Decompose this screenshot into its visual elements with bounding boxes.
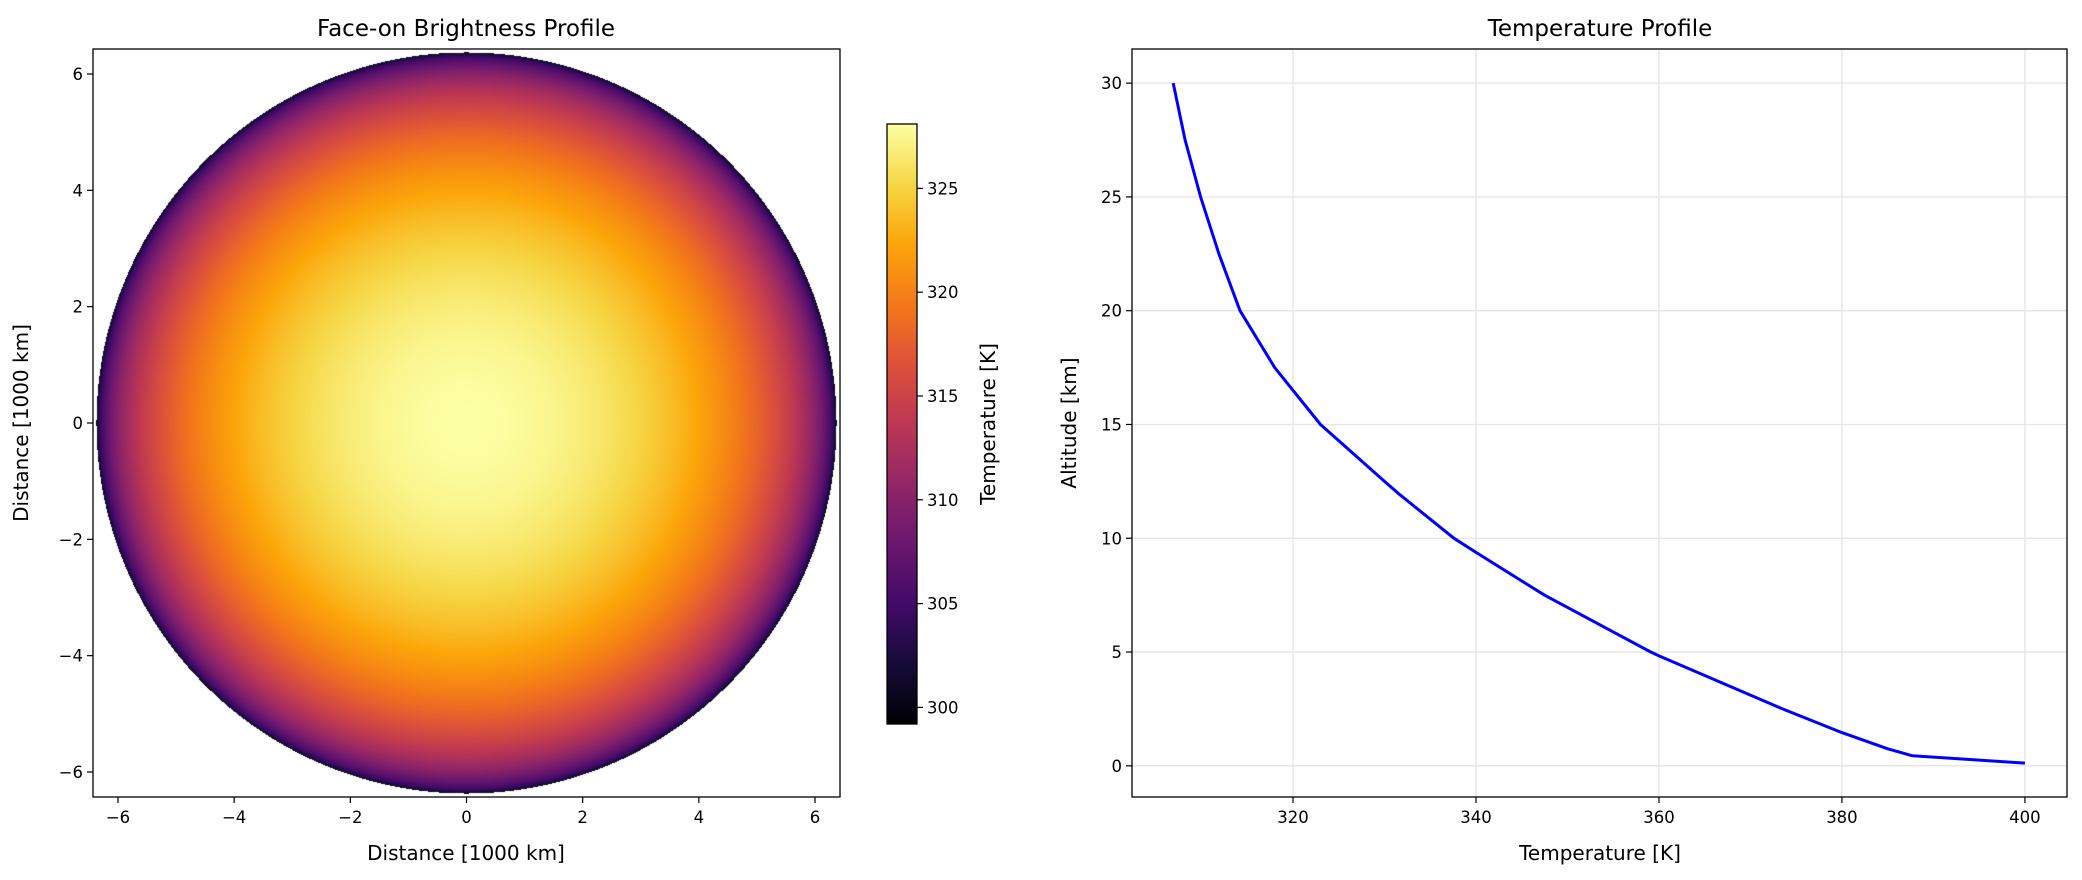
right-x-tick-label: 400 xyxy=(2009,808,2041,827)
right-y-tick-label: 15 xyxy=(1101,415,1122,434)
left-y-tick-label: −2 xyxy=(59,530,83,549)
left-y-axis-label: Distance [1000 km] xyxy=(9,324,33,522)
colorbar: 300 305 310 315 320 325 xyxy=(886,123,959,725)
right-y-tick-label: 10 xyxy=(1101,529,1122,548)
right-y-tick-label: 30 xyxy=(1101,74,1122,93)
right-x-axis-label: Temperature [K] xyxy=(1518,841,1681,865)
left-x-tick-label: 2 xyxy=(577,808,588,827)
left-y-tick-label: −4 xyxy=(59,647,83,666)
left-y-tick-label: 2 xyxy=(73,298,84,317)
left-x-tick-label: −2 xyxy=(338,808,362,827)
temperature-profile-line xyxy=(1171,82,2025,765)
right-y-tick-label: 25 xyxy=(1101,188,1122,207)
colorbar-tick-label: 315 xyxy=(927,387,959,406)
right-y-tick-label: 0 xyxy=(1112,757,1123,776)
right-x-tick-label: 340 xyxy=(1460,808,1492,827)
right-axes-frame xyxy=(1131,48,2068,798)
right-chart-title: Temperature Profile xyxy=(1487,16,1713,42)
colorbar-label: Temperature [K] xyxy=(976,343,1000,506)
left-x-tick-label: −4 xyxy=(222,808,246,827)
left-y-tick-label: 6 xyxy=(73,65,84,84)
right-y-axis-label: Altitude [km] xyxy=(1057,357,1081,488)
right-x-tick-label: 320 xyxy=(1277,808,1309,827)
left-y-tick-label: 4 xyxy=(73,181,84,200)
left-x-tick-label: 4 xyxy=(694,808,705,827)
left-chart-title: Face-on Brightness Profile xyxy=(317,16,615,42)
colorbar-tick-label: 325 xyxy=(927,179,959,198)
colorbar-tick-label: 300 xyxy=(927,698,959,717)
right-y-tick-label: 5 xyxy=(1112,643,1123,662)
colorbar-tick-label: 310 xyxy=(927,491,959,510)
right-axes: 320 340 360 380 400 0 5 10 15 20 25 30 xyxy=(1101,48,2068,827)
left-x-tick-label: −6 xyxy=(106,808,130,827)
colorbar-tick-label: 320 xyxy=(927,283,959,302)
right-x-tick-label: 380 xyxy=(1826,808,1858,827)
left-y-tick-label: −6 xyxy=(59,763,83,782)
left-x-axis-label: Distance [1000 km] xyxy=(367,841,565,865)
left-x-tick-label: 0 xyxy=(461,808,472,827)
colorbar-gradient xyxy=(886,123,918,725)
right-y-tick-label: 20 xyxy=(1101,302,1122,321)
colorbar-tick-label: 305 xyxy=(927,595,959,614)
left-axes: −6 −4 −2 0 2 4 6 −6 −4 −2 0 2 4 6 xyxy=(59,48,841,827)
left-axes-frame xyxy=(92,48,841,798)
left-y-tick-label: 0 xyxy=(73,414,84,433)
left-x-tick-label: 6 xyxy=(810,808,821,827)
right-x-tick-label: 360 xyxy=(1643,808,1675,827)
